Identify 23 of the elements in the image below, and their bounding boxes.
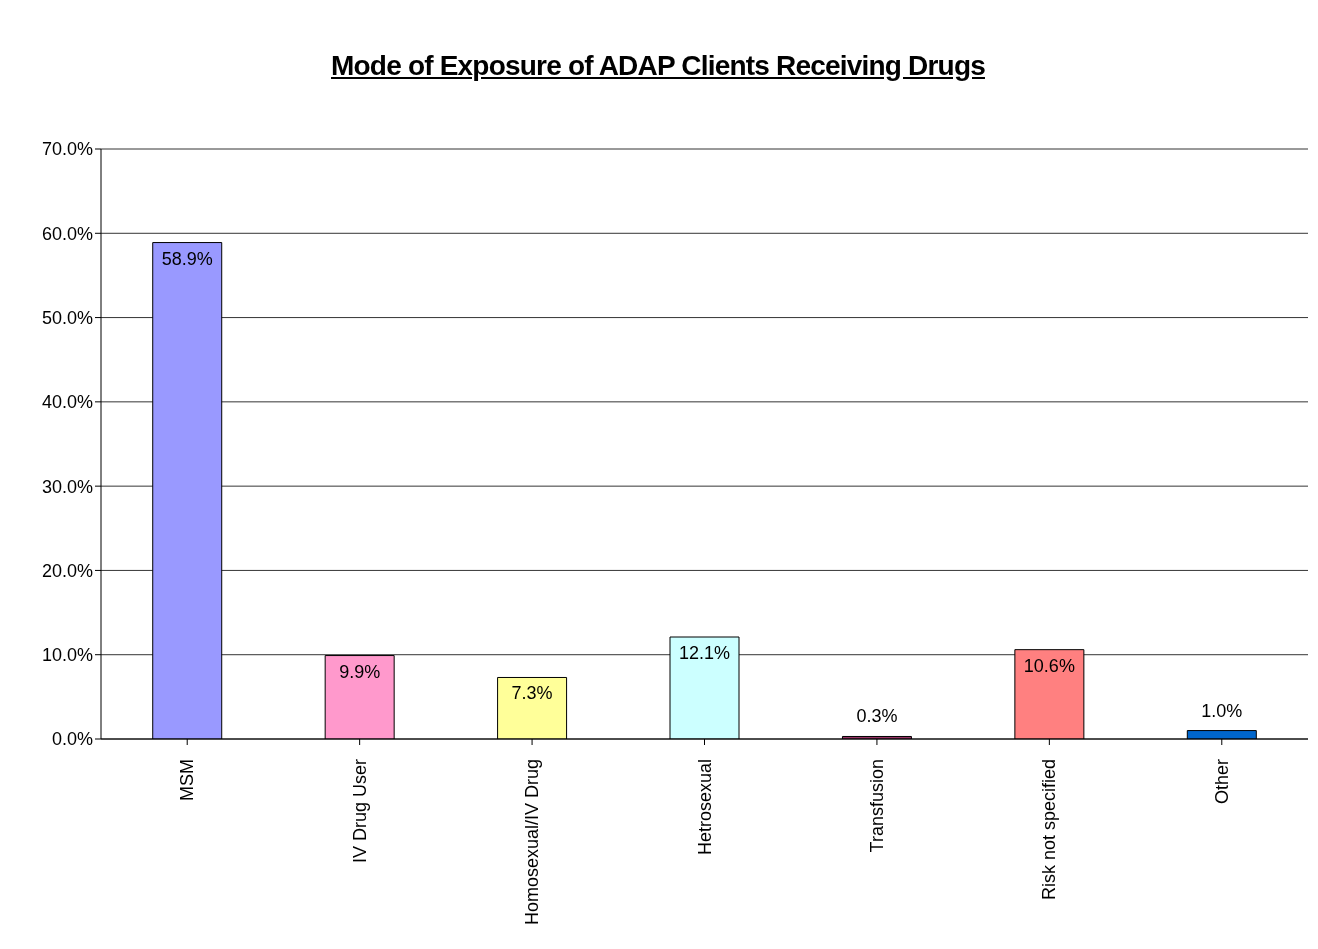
data-label: 12.1% bbox=[678, 643, 731, 664]
x-tick-label: Transfusion bbox=[866, 759, 887, 853]
x-tick-label: MSM bbox=[177, 759, 198, 801]
x-tick-label: Homosexual/IV Drug bbox=[522, 759, 543, 926]
y-tick-label: 0.0% bbox=[51, 729, 93, 750]
y-tick-label: 60.0% bbox=[41, 223, 93, 244]
chart-title: Mode of Exposure of ADAP Clients Receiving Drugs bbox=[331, 50, 985, 81]
x-tick-label: Other bbox=[1211, 759, 1232, 805]
y-tick-label: 10.0% bbox=[41, 645, 93, 666]
data-label: 7.3% bbox=[511, 683, 553, 704]
x-tick-label: Risk not specified bbox=[1039, 759, 1060, 901]
y-tick-label: 20.0% bbox=[41, 560, 93, 581]
x-tick-label: Hetrosexual bbox=[694, 759, 715, 856]
y-tick-label: 70.0% bbox=[41, 139, 93, 160]
data-label: 10.6% bbox=[1023, 655, 1075, 676]
y-tick-label: 30.0% bbox=[41, 476, 93, 497]
y-tick-label: 40.0% bbox=[41, 392, 93, 413]
x-tick-label: IV Drug User bbox=[349, 759, 370, 864]
y-tick-label: 50.0% bbox=[41, 307, 93, 328]
data-label: 9.9% bbox=[339, 661, 381, 682]
data-label: 58.9% bbox=[161, 248, 213, 269]
data-label: 0.3% bbox=[856, 706, 898, 727]
data-label: 1.0% bbox=[1201, 700, 1243, 721]
